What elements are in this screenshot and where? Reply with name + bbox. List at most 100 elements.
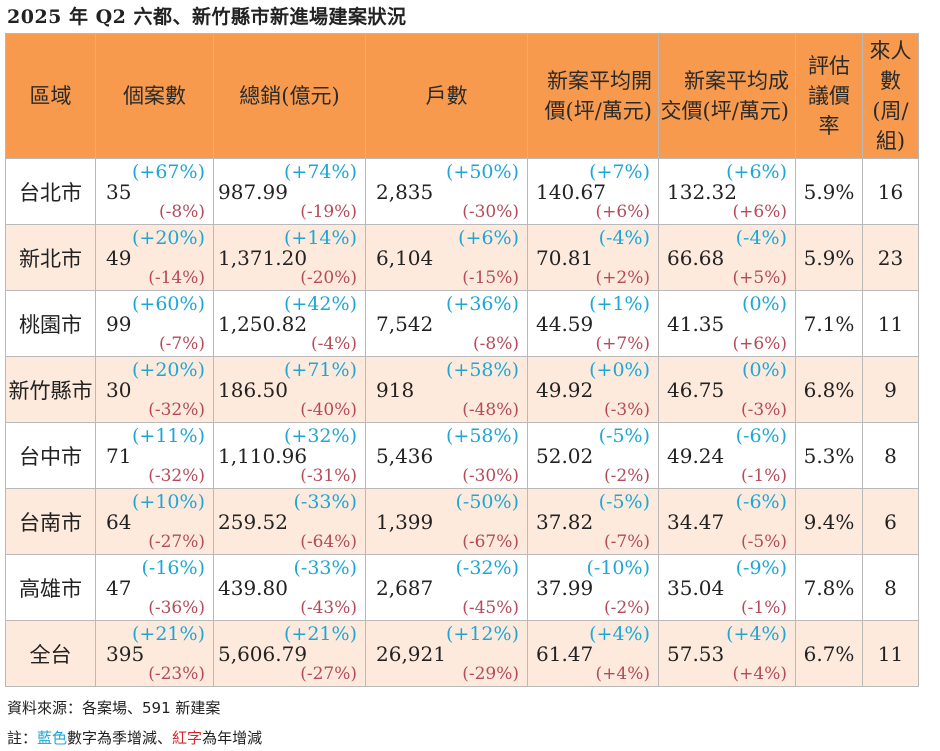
deal-cell: 66.68 (-4%) (+5%) <box>658 224 796 291</box>
deal-value: 132.32 <box>667 179 737 204</box>
visitors-value: 16 <box>877 179 904 204</box>
projects-cell: 47 (-16%) (-36%) <box>95 554 214 621</box>
region-name: 新竹縣市 <box>8 378 93 403</box>
new-projects-table: 區域 個案數 總銷(億元) 戶數 新案平均開 價(坪/萬元) 新案平均成 交價(坪/… <box>5 33 919 687</box>
projects-quarterly-change: (+67%) <box>132 161 205 183</box>
ask-yearly-change: (-2%) <box>604 598 650 618</box>
sales-yearly-change: (-64%) <box>300 532 357 552</box>
units-quarterly-change: (+58%) <box>446 425 519 447</box>
units-quarterly-change: (+58%) <box>446 359 519 381</box>
deal-yearly-change: (-1%) <box>741 466 787 486</box>
bargain-rate-cell: 5.9% <box>795 158 863 225</box>
units-cell: 918 (+58%) (-48%) <box>365 356 528 423</box>
projects-quarterly-change: (+10%) <box>132 491 205 513</box>
sales-value: 5,606.79 <box>218 641 308 666</box>
sales-quarterly-change: (+32%) <box>284 425 357 447</box>
deal-quarterly-change: (0%) <box>742 359 787 381</box>
data-source-note: 資料來源：各案場、591 新建案 <box>7 699 221 717</box>
deal-quarterly-change: (+4%) <box>726 623 787 645</box>
ask-cell: 140.67 (+7%) (+6%) <box>527 158 659 225</box>
units-value: 1,399 <box>376 509 434 534</box>
region-cell: 台南市 <box>5 488 96 555</box>
header-visitors: 來人數 (周/組) <box>862 33 919 159</box>
region-name: 新北市 <box>19 246 82 271</box>
deal-cell: 41.35 (0%) (+6%) <box>658 290 796 357</box>
ask-cell: 70.81 (-4%) (+2%) <box>527 224 659 291</box>
projects-value: 99 <box>106 311 132 336</box>
deal-value: 41.35 <box>667 311 725 336</box>
table-row: 全台 395 (+21%) (-23%) 5,606.79 (+21%) (-27%) 26,… <box>5 620 919 687</box>
header-bargain-rate: 評估 議價率 <box>795 33 863 159</box>
header-avg-ask-price: 新案平均開 價(坪/萬元) <box>527 33 659 159</box>
ask-quarterly-change: (+7%) <box>589 161 650 183</box>
deal-value: 57.53 <box>667 641 725 666</box>
sales-quarterly-change: (+74%) <box>284 161 357 183</box>
table-row: 台北市 35 (+67%) (-8%) 987.99 (+74%) (-19%) 2,835 (… <box>5 158 919 225</box>
units-yearly-change: (-30%) <box>462 466 519 486</box>
visitors-value: 9 <box>884 377 897 402</box>
region-cell: 台中市 <box>5 422 96 489</box>
ask-value: 140.67 <box>536 179 606 204</box>
projects-quarterly-change: (+60%) <box>132 293 205 315</box>
projects-cell: 49 (+20%) (-14%) <box>95 224 214 291</box>
ask-cell: 37.99 (-10%) (-2%) <box>527 554 659 621</box>
sales-cell: 259.52 (-33%) (-64%) <box>213 488 366 555</box>
table-row: 台中市 71 (+11%) (-32%) 1,110.96 (+32%) (-31%) 5,4… <box>5 422 919 489</box>
projects-cell: 35 (+67%) (-8%) <box>95 158 214 225</box>
bargain-rate-cell: 6.7% <box>795 620 863 687</box>
projects-cell: 395 (+21%) (-23%) <box>95 620 214 687</box>
ask-yearly-change: (-3%) <box>604 400 650 420</box>
deal-cell: 35.04 (-9%) (-1%) <box>658 554 796 621</box>
units-quarterly-change: (+6%) <box>458 227 519 249</box>
region-cell: 桃園市 <box>5 290 96 357</box>
note-prefix: 註： <box>7 729 38 747</box>
units-cell: 1,399 (-50%) (-67%) <box>365 488 528 555</box>
header-projects: 個案數 <box>95 33 214 159</box>
projects-yearly-change: (-23%) <box>148 664 205 684</box>
projects-yearly-change: (-32%) <box>148 466 205 486</box>
header-region: 區域 <box>5 33 96 159</box>
sales-value: 1,110.96 <box>218 443 308 468</box>
deal-value: 34.47 <box>667 509 725 534</box>
region-name: 台中市 <box>19 444 82 469</box>
ask-value: 49.92 <box>536 377 594 402</box>
ask-value: 44.59 <box>536 311 594 336</box>
note-red-label: 紅字 <box>172 729 203 747</box>
bargain-rate-value: 5.9% <box>803 179 855 204</box>
projects-value: 47 <box>106 575 132 600</box>
deal-quarterly-change: (-9%) <box>735 557 787 579</box>
ask-cell: 52.02 (-5%) (-2%) <box>527 422 659 489</box>
sales-quarterly-change: (+71%) <box>284 359 357 381</box>
visitors-value: 11 <box>877 311 904 336</box>
visitors-cell: 8 <box>862 554 919 621</box>
projects-value: 395 <box>106 641 145 666</box>
projects-value: 35 <box>106 179 132 204</box>
ask-value: 70.81 <box>536 245 594 270</box>
sales-yearly-change: (-43%) <box>300 598 357 618</box>
deal-cell: 132.32 (+6%) (+6%) <box>658 158 796 225</box>
units-yearly-change: (-8%) <box>473 334 519 354</box>
sales-cell: 1,250.82 (+42%) (-4%) <box>213 290 366 357</box>
bargain-rate-cell: 7.8% <box>795 554 863 621</box>
units-value: 2,687 <box>376 575 434 600</box>
bargain-rate-value: 6.8% <box>803 377 855 402</box>
units-value: 6,104 <box>376 245 434 270</box>
sales-value: 259.52 <box>218 509 288 534</box>
deal-yearly-change: (+5%) <box>732 268 787 288</box>
region-cell: 新竹縣市 <box>5 356 96 423</box>
units-yearly-change: (-15%) <box>462 268 519 288</box>
units-cell: 6,104 (+6%) (-15%) <box>365 224 528 291</box>
sales-yearly-change: (-31%) <box>300 466 357 486</box>
bargain-rate-value: 5.9% <box>803 245 855 270</box>
bargain-rate-value: 6.7% <box>803 641 855 666</box>
bargain-rate-value: 9.4% <box>803 509 855 534</box>
units-yearly-change: (-48%) <box>462 400 519 420</box>
header-row: 區域 個案數 總銷(億元) 戶數 新案平均開 價(坪/萬元) 新案平均成 交價(坪/… <box>5 33 919 159</box>
region-name: 桃園市 <box>19 312 82 337</box>
ask-quarterly-change: (+1%) <box>589 293 650 315</box>
sales-cell: 1,371.20 (+14%) (-20%) <box>213 224 366 291</box>
projects-yearly-change: (-27%) <box>148 532 205 552</box>
projects-quarterly-change: (+21%) <box>132 623 205 645</box>
projects-value: 49 <box>106 245 132 270</box>
visitors-value: 8 <box>884 575 897 600</box>
